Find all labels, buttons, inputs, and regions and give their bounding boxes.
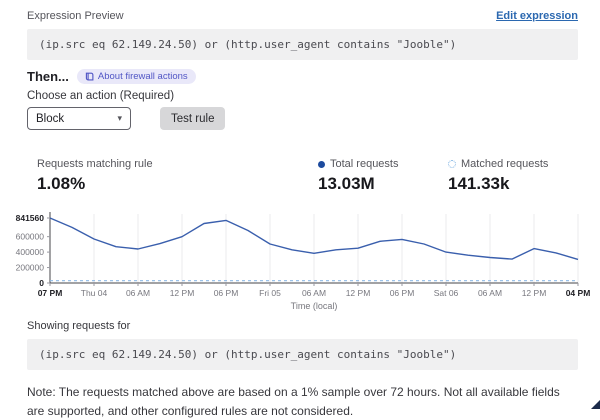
svg-text:12 PM: 12 PM xyxy=(170,288,195,298)
svg-text:07 PM: 07 PM xyxy=(38,288,63,298)
matched-requests-circle-icon xyxy=(448,160,456,168)
svg-text:Time (local): Time (local) xyxy=(291,301,338,311)
svg-text:12 PM: 12 PM xyxy=(346,288,371,298)
book-icon xyxy=(85,72,94,81)
stat-requests-matching: Requests matching rule 1.08% xyxy=(37,158,318,194)
stat-label: Requests matching rule xyxy=(37,158,153,170)
badge-label: About firewall actions xyxy=(97,71,188,82)
expression-code-block: (ip.src eq 62.149.24.50) or (http.user_a… xyxy=(27,29,578,60)
svg-text:Thu 04: Thu 04 xyxy=(81,288,108,298)
stat-value: 141.33k xyxy=(448,174,510,193)
svg-text:600000: 600000 xyxy=(16,232,45,242)
svg-text:06 AM: 06 AM xyxy=(302,288,326,298)
total-requests-dot-icon xyxy=(318,160,325,168)
svg-text:400000: 400000 xyxy=(16,247,45,257)
stats-row: Requests matching rule 1.08% Total reque… xyxy=(27,158,578,194)
svg-text:841560: 841560 xyxy=(16,213,45,223)
panel-header: Expression Preview Edit expression xyxy=(27,10,578,22)
stat-value: 13.03M xyxy=(318,174,375,193)
svg-text:06 PM: 06 PM xyxy=(390,288,415,298)
svg-text:04 PM: 04 PM xyxy=(566,288,591,298)
action-select-value: Block xyxy=(36,112,65,125)
chevron-down-icon: ▾ xyxy=(117,113,122,123)
svg-text:12 PM: 12 PM xyxy=(522,288,547,298)
stat-total-requests: Total requests 13.03M xyxy=(318,158,448,194)
expression-preview-title: Expression Preview xyxy=(27,10,124,22)
requests-chart: 841560 600000 400000 200000 007 PM Thu 04 06 A… xyxy=(16,212,591,311)
showing-requests-label: Showing requests for xyxy=(27,320,131,332)
cursor-artifact xyxy=(591,400,600,409)
stat-matched-requests: Matched requests 141.33k xyxy=(448,158,548,194)
stat-label: Total requests xyxy=(330,158,399,170)
sample-note: Note: The requests matched above are bas… xyxy=(27,385,560,418)
showing-expression-code-block: (ip.src eq 62.149.24.50) or (http.user_a… xyxy=(27,339,578,370)
then-label: Then... xyxy=(27,69,69,84)
svg-text:200000: 200000 xyxy=(16,263,45,273)
about-firewall-actions-badge[interactable]: About firewall actions xyxy=(76,69,196,84)
requests-chart-container: 841560 600000 400000 200000 0 07 PM Thu 04 06 A… xyxy=(15,208,590,312)
choose-action-label: Choose an action (Required) xyxy=(27,90,175,102)
action-controls: Block ▾ Test rule xyxy=(27,107,578,130)
then-row: Then... About firewall actions xyxy=(27,69,578,84)
svg-text:06 PM: 06 PM xyxy=(214,288,239,298)
stat-label: Matched requests xyxy=(461,158,549,170)
svg-text:0: 0 xyxy=(39,278,44,288)
action-select[interactable]: Block ▾ xyxy=(27,107,131,130)
svg-text:06 AM: 06 AM xyxy=(478,288,502,298)
stat-value: 1.08% xyxy=(37,174,86,193)
svg-text:06 AM: 06 AM xyxy=(126,288,150,298)
test-rule-button[interactable]: Test rule xyxy=(160,107,226,130)
edit-expression-link[interactable]: Edit expression xyxy=(496,10,578,22)
svg-text:Sat 06: Sat 06 xyxy=(434,288,459,298)
svg-text:Fri 05: Fri 05 xyxy=(259,288,281,298)
